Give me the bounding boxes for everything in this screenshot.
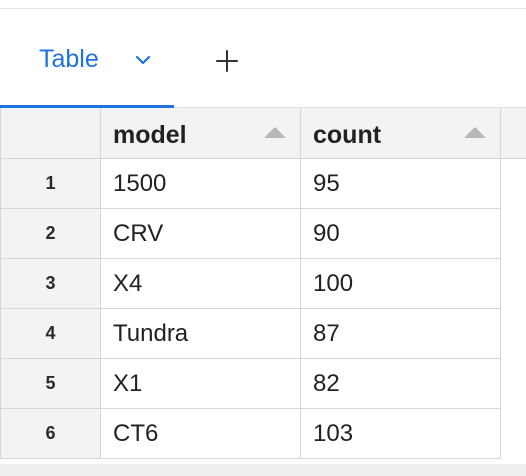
- row-number: 6: [0, 409, 101, 459]
- column-header-label: model: [113, 121, 187, 149]
- cell-count[interactable]: 95: [301, 159, 501, 209]
- sort-ascending-icon[interactable]: [462, 125, 488, 139]
- column-header-model[interactable]: model: [101, 108, 301, 159]
- cell-model[interactable]: X4: [101, 259, 301, 309]
- row-number: 2: [0, 209, 101, 259]
- cell-count[interactable]: 100: [301, 259, 501, 309]
- horizontal-scrollbar[interactable]: [0, 464, 526, 476]
- cell-model[interactable]: CT6: [101, 409, 301, 459]
- top-divider: [0, 8, 526, 9]
- tab-table[interactable]: Table: [0, 9, 174, 108]
- cell-model[interactable]: 1500: [101, 159, 301, 209]
- cell-model[interactable]: X1: [101, 359, 301, 409]
- column-header-label: count: [313, 121, 382, 149]
- data-table: model count 1 1500 95 2 CRV 90 3 X4 100 …: [0, 108, 526, 464]
- active-tab-indicator: [0, 105, 174, 108]
- column-header-count[interactable]: count: [301, 108, 501, 159]
- sort-ascending-icon[interactable]: [262, 125, 288, 139]
- row-number: 1: [0, 159, 101, 209]
- header-filler: [501, 108, 526, 159]
- cell-count[interactable]: 103: [301, 409, 501, 459]
- cell-count[interactable]: 82: [301, 359, 501, 409]
- cell-count[interactable]: 87: [301, 309, 501, 359]
- cell-count[interactable]: 90: [301, 209, 501, 259]
- cell-model[interactable]: CRV: [101, 209, 301, 259]
- cell-model[interactable]: Tundra: [101, 309, 301, 359]
- table-corner: [0, 108, 101, 159]
- chevron-down-icon[interactable]: [134, 53, 152, 67]
- row-number: 4: [0, 309, 101, 359]
- tab-table-label: Table: [39, 45, 99, 73]
- plus-icon[interactable]: [211, 45, 243, 77]
- tab-bar-divider: [174, 107, 526, 108]
- tab-bar: Table: [0, 9, 526, 108]
- row-number: 5: [0, 359, 101, 409]
- row-number: 3: [0, 259, 101, 309]
